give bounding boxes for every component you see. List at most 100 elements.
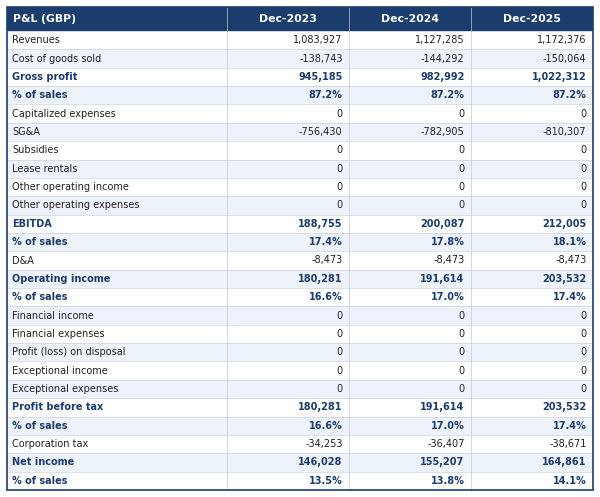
Text: 17.8%: 17.8% — [431, 237, 464, 247]
Text: 200,087: 200,087 — [420, 219, 464, 229]
Text: 16.6%: 16.6% — [309, 421, 343, 431]
Text: 191,614: 191,614 — [420, 274, 464, 284]
Text: 0: 0 — [337, 311, 343, 321]
Text: 13.5%: 13.5% — [309, 476, 343, 486]
Text: 1,127,285: 1,127,285 — [415, 35, 464, 45]
Text: 0: 0 — [458, 164, 464, 173]
Text: 87.2%: 87.2% — [431, 90, 464, 100]
Text: -34,253: -34,253 — [305, 439, 343, 449]
Bar — [7, 380, 593, 398]
Text: 17.4%: 17.4% — [553, 421, 586, 431]
Text: 164,861: 164,861 — [542, 457, 586, 468]
Text: 87.2%: 87.2% — [553, 90, 586, 100]
Bar — [7, 325, 593, 343]
Text: Other operating expenses: Other operating expenses — [12, 200, 139, 210]
Text: Profit (loss) on disposal: Profit (loss) on disposal — [12, 347, 125, 357]
Bar — [7, 472, 593, 490]
Bar — [7, 141, 593, 160]
Text: 0: 0 — [337, 109, 343, 119]
Bar — [7, 86, 593, 104]
Text: 13.8%: 13.8% — [431, 476, 464, 486]
Bar — [7, 453, 593, 472]
Text: 155,207: 155,207 — [420, 457, 464, 468]
Text: 191,614: 191,614 — [420, 403, 464, 413]
Text: Financial income: Financial income — [12, 311, 94, 321]
Text: Other operating income: Other operating income — [12, 182, 129, 192]
Text: Exceptional income: Exceptional income — [12, 366, 108, 376]
Text: 0: 0 — [458, 109, 464, 119]
Text: Revenues: Revenues — [12, 35, 60, 45]
Bar — [7, 178, 593, 196]
Bar — [7, 288, 593, 306]
Text: EBITDA: EBITDA — [12, 219, 52, 229]
Text: Dec-2023: Dec-2023 — [259, 14, 317, 24]
Bar — [7, 123, 593, 141]
Bar — [7, 7, 593, 31]
Text: SG&A: SG&A — [12, 127, 40, 137]
Bar — [7, 251, 593, 270]
Text: 1,083,927: 1,083,927 — [293, 35, 343, 45]
Text: 203,532: 203,532 — [542, 403, 586, 413]
Text: -138,743: -138,743 — [299, 54, 343, 64]
Text: Net income: Net income — [12, 457, 74, 468]
Text: % of sales: % of sales — [12, 237, 67, 247]
Bar — [7, 215, 593, 233]
Text: 0: 0 — [337, 366, 343, 376]
Text: 203,532: 203,532 — [542, 274, 586, 284]
Text: 0: 0 — [337, 145, 343, 156]
Bar — [7, 49, 593, 68]
Bar — [7, 435, 593, 453]
Text: Operating income: Operating income — [12, 274, 110, 284]
Text: -8,473: -8,473 — [433, 255, 464, 265]
Text: 0: 0 — [580, 182, 586, 192]
Text: 0: 0 — [580, 164, 586, 173]
Text: Financial expenses: Financial expenses — [12, 329, 104, 339]
Bar — [7, 343, 593, 361]
Text: % of sales: % of sales — [12, 292, 67, 302]
Text: -756,430: -756,430 — [299, 127, 343, 137]
Text: Corporation tax: Corporation tax — [12, 439, 88, 449]
Text: 0: 0 — [580, 311, 586, 321]
Bar — [7, 68, 593, 86]
Text: Lease rentals: Lease rentals — [12, 164, 77, 173]
Text: 982,992: 982,992 — [420, 72, 464, 82]
Text: Cost of goods sold: Cost of goods sold — [12, 54, 101, 64]
Bar — [7, 104, 593, 123]
Text: 0: 0 — [337, 164, 343, 173]
Text: % of sales: % of sales — [12, 476, 67, 486]
Text: 0: 0 — [458, 347, 464, 357]
Text: 0: 0 — [458, 329, 464, 339]
Text: 0: 0 — [458, 384, 464, 394]
Text: -782,905: -782,905 — [421, 127, 464, 137]
Text: 0: 0 — [580, 347, 586, 357]
Bar — [7, 416, 593, 435]
Text: 14.1%: 14.1% — [553, 476, 586, 486]
Text: 212,005: 212,005 — [542, 219, 586, 229]
Text: -8,473: -8,473 — [555, 255, 586, 265]
Text: % of sales: % of sales — [12, 90, 67, 100]
Text: % of sales: % of sales — [12, 421, 67, 431]
Text: 17.0%: 17.0% — [431, 292, 464, 302]
Bar — [7, 270, 593, 288]
Text: 87.2%: 87.2% — [309, 90, 343, 100]
Text: -36,407: -36,407 — [427, 439, 464, 449]
Text: Exceptional expenses: Exceptional expenses — [12, 384, 118, 394]
Text: 188,755: 188,755 — [298, 219, 343, 229]
Text: -150,064: -150,064 — [543, 54, 586, 64]
Bar — [7, 361, 593, 380]
Text: 17.4%: 17.4% — [309, 237, 343, 247]
Text: 0: 0 — [458, 145, 464, 156]
Text: 17.0%: 17.0% — [431, 421, 464, 431]
Text: 0: 0 — [337, 200, 343, 210]
Text: 180,281: 180,281 — [298, 274, 343, 284]
Text: 0: 0 — [458, 311, 464, 321]
Text: Dec-2025: Dec-2025 — [503, 14, 560, 24]
Text: 0: 0 — [458, 366, 464, 376]
Bar — [7, 233, 593, 251]
Text: 1,022,312: 1,022,312 — [532, 72, 586, 82]
Bar — [7, 306, 593, 325]
Text: 0: 0 — [580, 200, 586, 210]
Text: -810,307: -810,307 — [543, 127, 586, 137]
Text: 0: 0 — [458, 200, 464, 210]
Text: 18.1%: 18.1% — [553, 237, 586, 247]
